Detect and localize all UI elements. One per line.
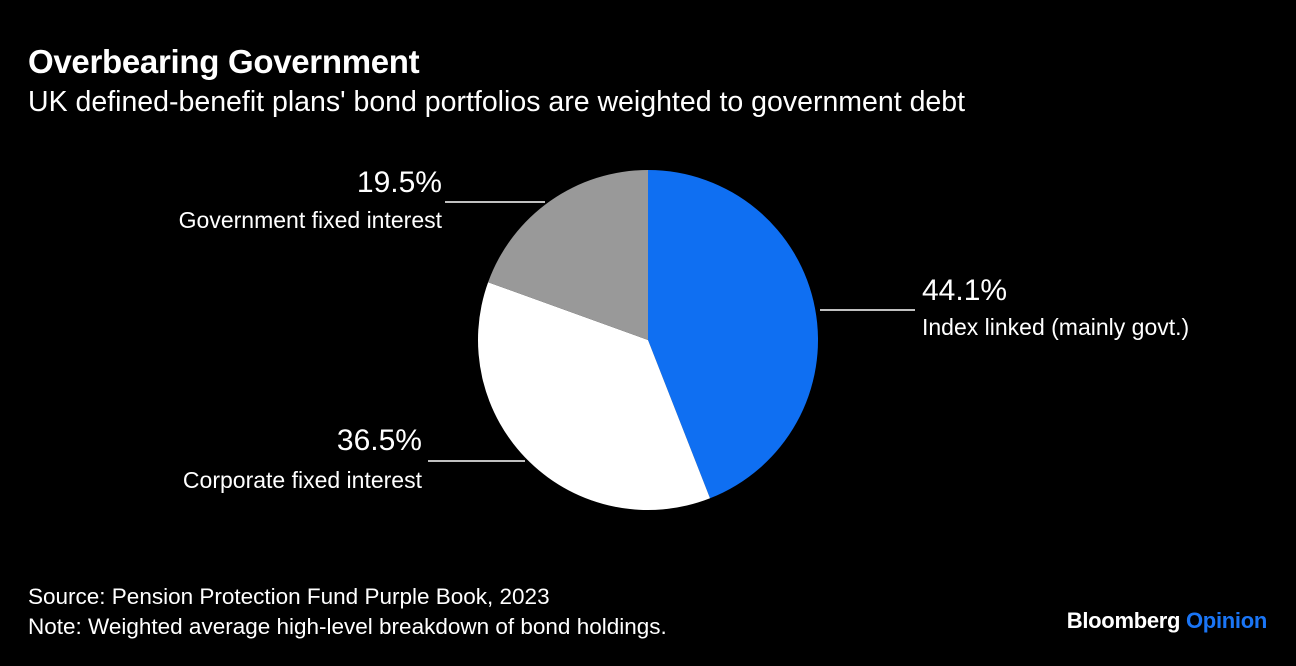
pie-slice-2 bbox=[488, 170, 648, 340]
source-note: Source: Pension Protection Fund Purple B… bbox=[28, 584, 550, 609]
pie-slice-0 bbox=[648, 170, 819, 499]
slice-label-government: Government fixed interest bbox=[178, 207, 442, 233]
value-label-corporate: 36.5% bbox=[336, 424, 422, 457]
chart-title: Overbearing Government bbox=[28, 43, 420, 80]
slice-label-corporate: Corporate fixed interest bbox=[182, 467, 422, 493]
value-label-government: 19.5% bbox=[356, 166, 442, 199]
logo-brand: Bloomberg bbox=[1066, 608, 1181, 633]
logo-product: Opinion bbox=[1186, 608, 1267, 633]
bloomberg-opinion-logo: Bloomberg Opinion bbox=[1066, 608, 1268, 634]
chart-subtitle: UK defined-benefit plans' bond portfolio… bbox=[28, 86, 966, 118]
slice-label-index-linked: Index linked (mainly govt.) bbox=[922, 314, 1190, 340]
value-label-index-linked: 44.1% bbox=[922, 274, 1008, 307]
pie-slice-1 bbox=[478, 282, 711, 511]
footnote: Note: Weighted average high-level breakd… bbox=[28, 614, 667, 639]
